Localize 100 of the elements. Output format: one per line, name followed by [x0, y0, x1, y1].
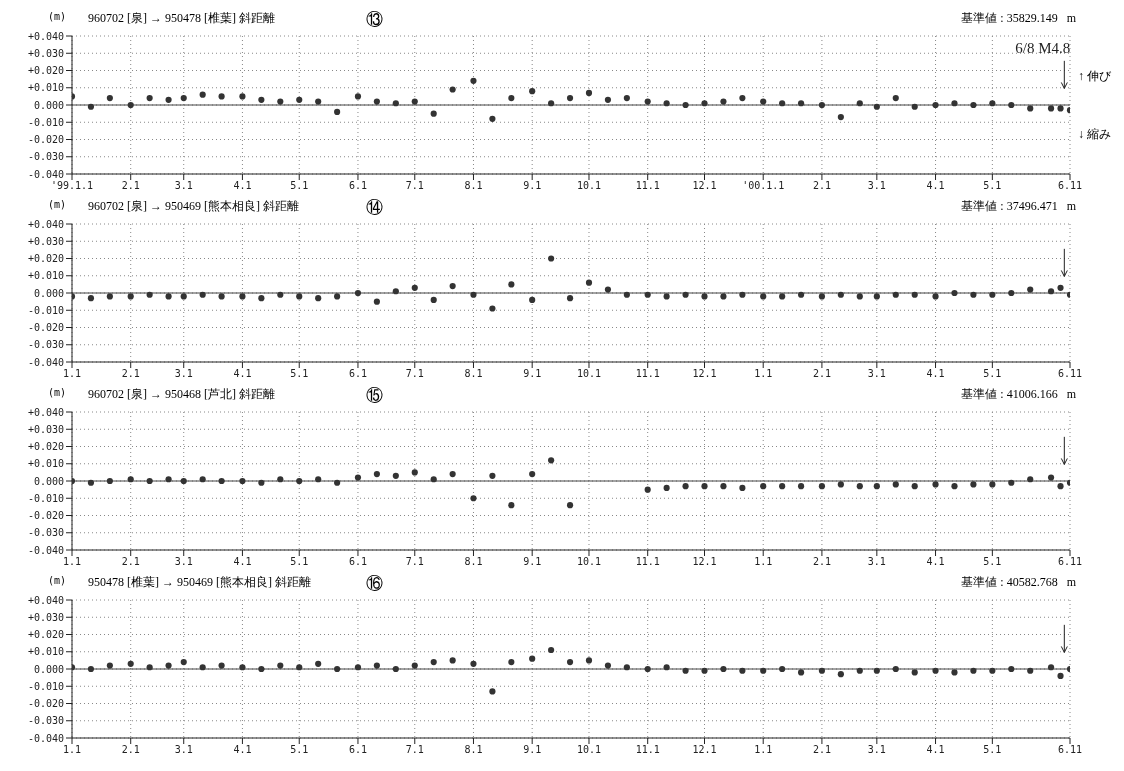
point	[277, 98, 284, 105]
x-tick-label: 11.1	[635, 556, 660, 568]
point	[146, 95, 153, 102]
point	[1027, 667, 1034, 674]
x-tick-label: 7.1	[405, 556, 424, 568]
point	[470, 77, 477, 84]
x-tick-label: 11.1	[635, 368, 660, 380]
point	[779, 665, 786, 673]
text: ⑬	[366, 9, 383, 31]
ref-line-label: 6/8 M4.8	[1015, 39, 1071, 56]
point	[604, 662, 612, 669]
y-tick-label: -0.020	[27, 134, 64, 146]
point	[760, 98, 767, 105]
point	[529, 655, 536, 662]
x-tick-label: 5.1	[290, 556, 309, 568]
point	[508, 502, 515, 509]
point	[663, 664, 670, 671]
x-tick-label: 5.1	[983, 180, 1002, 192]
x-tick-label: 1.1	[754, 368, 773, 380]
y-tick-label: -0.020	[27, 510, 64, 522]
point	[277, 291, 284, 298]
point	[892, 481, 899, 488]
point	[970, 101, 977, 109]
chart-title: 950478 [椎葉] → 950469 [熊本相良] 斜距離	[88, 574, 311, 591]
point	[392, 100, 399, 107]
point	[873, 667, 880, 674]
point	[106, 95, 113, 102]
point	[873, 293, 880, 300]
y-tick-label: +0.010	[27, 646, 64, 658]
chart-title: 960702 [泉] → 950469 [熊本相良] 斜距離	[88, 198, 299, 215]
point	[911, 483, 918, 490]
point	[258, 479, 265, 486]
point	[165, 662, 172, 669]
point	[682, 291, 689, 298]
x-tick-label: 8.1	[464, 368, 483, 380]
x-tick-label: 12.1	[692, 180, 717, 192]
x-tick-label: 7.1	[405, 368, 424, 380]
point	[199, 291, 206, 298]
point	[1027, 105, 1034, 112]
x-tick-label: 4.1	[233, 368, 252, 380]
x-tick-label: 8.1	[464, 556, 483, 568]
point	[430, 659, 437, 666]
y-tick-label: -0.040	[27, 356, 64, 368]
point	[1008, 101, 1015, 109]
point	[1008, 665, 1015, 673]
text: 基準値 : 37496.471 m	[961, 198, 1076, 215]
point	[296, 664, 303, 671]
x-tick-label: 3.1	[867, 744, 886, 756]
point	[760, 667, 767, 674]
y-tick-label: -0.030	[27, 527, 64, 539]
x-tick-label: 6.11	[1057, 180, 1083, 192]
point	[720, 293, 727, 300]
point	[430, 296, 437, 303]
point	[127, 101, 134, 109]
point	[701, 483, 708, 490]
point	[566, 295, 574, 302]
point	[739, 484, 746, 491]
point	[623, 95, 630, 102]
point	[739, 667, 746, 674]
point	[199, 91, 206, 98]
y-tick-label: +0.040	[27, 30, 64, 42]
x-tick-label: 6.1	[348, 180, 367, 192]
point	[682, 483, 689, 490]
x-tick-label: 2.1	[121, 556, 140, 568]
point	[989, 667, 996, 674]
point	[239, 93, 246, 100]
point	[334, 108, 341, 115]
point	[548, 255, 555, 262]
point	[165, 293, 172, 300]
point	[449, 86, 456, 93]
point	[239, 293, 246, 300]
point	[720, 665, 727, 673]
point	[1008, 289, 1015, 297]
point	[529, 471, 536, 478]
y-tick-label: +0.020	[27, 65, 64, 77]
x-tick-label: 2.1	[812, 368, 831, 380]
x-tick-label: 4.1	[926, 180, 945, 192]
point	[1047, 288, 1055, 295]
point	[239, 477, 246, 485]
point	[411, 662, 418, 669]
x-tick-label: 1.1	[62, 556, 82, 568]
point	[911, 291, 918, 298]
point	[373, 298, 380, 305]
point	[258, 295, 265, 302]
x-tick-label: 10.1	[576, 556, 602, 568]
y-axis-title: (m)	[48, 575, 67, 586]
point	[970, 667, 977, 674]
y-tick-label: 0.000	[33, 99, 64, 111]
point	[1027, 476, 1034, 483]
point	[566, 95, 574, 102]
point	[970, 481, 977, 488]
point	[373, 471, 380, 478]
point	[548, 457, 555, 464]
point	[218, 477, 225, 485]
point	[180, 293, 187, 300]
point	[411, 98, 418, 105]
point	[127, 660, 134, 667]
point	[873, 103, 880, 110]
point	[1057, 284, 1064, 291]
point	[334, 293, 341, 300]
